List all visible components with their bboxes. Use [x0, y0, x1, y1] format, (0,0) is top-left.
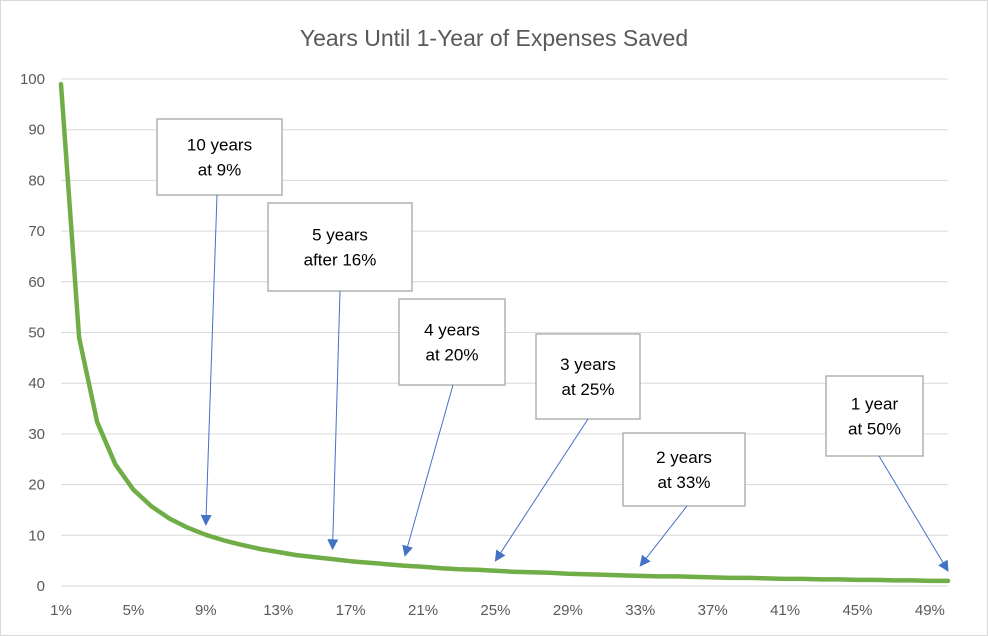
y-tick-label: 80 [28, 172, 45, 189]
y-tick-label: 0 [37, 578, 45, 595]
callout-text: 10 years [187, 136, 252, 155]
x-tick-label: 1% [50, 602, 72, 619]
callout-arrow [327, 290, 341, 551]
x-tick-label: 21% [408, 602, 438, 619]
callout-box [156, 118, 283, 196]
callout-text: at 9% [198, 161, 241, 180]
series-lines [58, 81, 951, 584]
x-tick-label: 13% [263, 602, 293, 619]
x-tick-label: 17% [336, 602, 366, 619]
callout-arrow [200, 194, 218, 526]
annotation-callout: 2 years at 33% [622, 432, 746, 567]
callout-text: 4 years [424, 321, 480, 340]
annotations: 10 years at 9% 5 years after 16% 4 years at 2… [156, 118, 949, 572]
callout-arrow [402, 384, 454, 557]
callout-text: at 25% [562, 380, 615, 399]
chart-title: Years Until 1-Year of Expenses Saved [300, 25, 688, 51]
y-tick-label: 70 [28, 223, 45, 240]
y-tick-label: 40 [28, 375, 45, 392]
callout-text: 5 years [312, 226, 368, 245]
callout-text: after 16% [304, 251, 377, 270]
annotation-callout: 10 years at 9% [156, 118, 283, 526]
x-tick-label: 33% [625, 602, 655, 619]
y-tick-label: 100 [20, 71, 45, 88]
callout-arrow [494, 418, 589, 562]
callout-box [535, 333, 641, 420]
callout-text: at 50% [848, 420, 901, 439]
callout-arrow [639, 505, 688, 567]
y-tick-label: 90 [28, 122, 45, 139]
callout-box [398, 298, 506, 386]
y-tick-label: 50 [28, 325, 45, 342]
y-tick-label: 20 [28, 477, 45, 494]
x-tick-label: 49% [915, 602, 945, 619]
callout-arrow [878, 455, 949, 572]
annotation-callout: 3 years at 25% [494, 333, 641, 562]
annotation-callout: 4 years at 20% [398, 298, 506, 557]
annotation-callout: 1 year at 50% [825, 375, 949, 572]
callout-text: at 20% [426, 346, 479, 365]
callout-box [825, 375, 924, 457]
x-tick-label: 29% [553, 602, 583, 619]
x-tick-label: 5% [123, 602, 145, 619]
annotation-callout: 5 years after 16% [267, 202, 413, 551]
callout-box [622, 432, 746, 507]
x-tick-label: 41% [770, 602, 800, 619]
x-tick-label: 45% [842, 602, 872, 619]
y-tick-label: 60 [28, 274, 45, 291]
callout-box [267, 202, 413, 292]
series-line [58, 81, 951, 584]
y-tick-label: 10 [28, 527, 45, 544]
callout-text: 2 years [656, 448, 712, 467]
x-tick-label: 25% [480, 602, 510, 619]
x-tick-label: 37% [698, 602, 728, 619]
x-tick-label: 9% [195, 602, 217, 619]
callout-text: 1 year [851, 395, 899, 414]
axes: 0 10 20 30 40 50 60 70 80 90 100 1% 5% 9% 13% 17% 21% 25%… [20, 71, 948, 619]
callout-text: at 33% [658, 473, 711, 492]
callout-text: 3 years [560, 355, 616, 374]
y-tick-label: 30 [28, 426, 45, 443]
